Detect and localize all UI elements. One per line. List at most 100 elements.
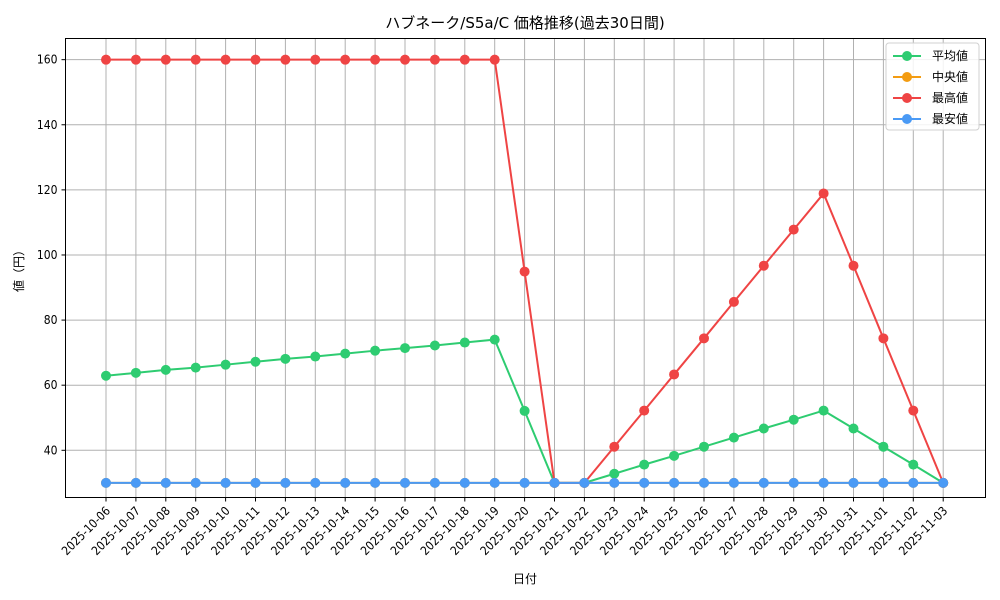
data-point [908, 405, 919, 416]
data-point [878, 333, 889, 344]
data-point [370, 54, 381, 65]
data-point [250, 477, 261, 488]
data-point [429, 54, 440, 65]
data-point [788, 414, 799, 425]
y-tick-label: 60 [44, 378, 58, 392]
data-point [878, 441, 889, 452]
data-point [669, 450, 680, 461]
data-point [699, 441, 709, 452]
data-point [220, 54, 231, 65]
data-point [579, 477, 590, 488]
data-point [190, 54, 201, 65]
data-point [699, 477, 709, 488]
data-point [848, 423, 859, 434]
data-point [758, 260, 769, 271]
data-point [190, 362, 201, 373]
series-最安値 [101, 477, 949, 488]
data-point [340, 348, 351, 359]
data-point [728, 432, 739, 443]
data-point [639, 405, 650, 416]
data-point [908, 459, 919, 470]
legend-item: 最安値 [893, 111, 968, 126]
data-point [130, 54, 141, 65]
data-point [101, 54, 111, 65]
data-point [639, 459, 650, 470]
y-axis-ticks: 40 60 80 100 120 140 160 [37, 53, 66, 457]
data-point [459, 477, 470, 488]
legend-label: 中央値 [932, 69, 968, 84]
plot-area-border [65, 38, 986, 498]
y-tick-label: 80 [44, 313, 58, 327]
data-point [938, 477, 949, 488]
data-point [160, 477, 171, 488]
legend-item: 平均値 [893, 48, 968, 63]
legend-label: 最高値 [932, 90, 968, 105]
legend-marker-icon [902, 72, 912, 82]
legend-label: 最安値 [932, 111, 968, 126]
legend-item: 中央値 [893, 69, 968, 84]
legend-marker-icon [902, 114, 912, 124]
data-point [728, 296, 739, 307]
x-axis-ticks: 2025-10-062025-10-072025-10-082025-10-09… [59, 497, 950, 558]
data-point [549, 477, 560, 488]
data-point [788, 477, 799, 488]
data-point [400, 54, 410, 65]
series-平均値 [101, 334, 949, 488]
legend-label: 平均値 [932, 48, 968, 63]
data-point [220, 359, 231, 370]
y-tick-label: 40 [44, 443, 58, 457]
y-tick-label: 100 [37, 248, 58, 262]
data-point [818, 477, 829, 488]
data-point [429, 477, 440, 488]
data-point [818, 405, 829, 416]
y-tick-label: 120 [37, 183, 58, 197]
y-tick-label: 160 [37, 53, 58, 67]
data-point [758, 477, 769, 488]
data-point [160, 364, 171, 375]
data-point [220, 477, 231, 488]
data-point [310, 351, 321, 362]
data-point [160, 54, 171, 65]
data-point [609, 477, 620, 488]
data-point [370, 345, 381, 356]
data-point [609, 441, 620, 452]
data-point [639, 477, 650, 488]
data-point [250, 356, 261, 367]
data-point [459, 337, 470, 348]
data-point [400, 343, 410, 354]
data-point [310, 54, 321, 65]
legend-item: 最高値 [893, 90, 968, 105]
data-point [878, 477, 889, 488]
data-point [310, 477, 321, 488]
data-point [280, 353, 291, 364]
data-point [519, 405, 530, 416]
data-point [370, 477, 381, 488]
data-point [758, 423, 769, 434]
chart-title: ハブネーク/S5a/C 価格推移(過去30日間) [385, 14, 664, 32]
legend-marker-icon [902, 51, 912, 61]
data-point [400, 477, 410, 488]
series-lines [101, 54, 949, 488]
y-axis-label: 値（円） [11, 244, 26, 292]
data-point [489, 54, 500, 65]
data-point [101, 477, 111, 488]
y-tick-label: 140 [37, 118, 58, 132]
data-point [788, 224, 799, 235]
data-point [489, 477, 500, 488]
data-point [908, 477, 919, 488]
data-point [429, 340, 440, 351]
data-point [848, 260, 859, 271]
data-point [728, 477, 739, 488]
legend-marker-icon [902, 93, 912, 103]
data-point [130, 367, 141, 378]
data-point [669, 477, 680, 488]
data-point [669, 369, 680, 380]
series-最高値 [101, 54, 949, 488]
data-point [101, 370, 111, 381]
data-point [459, 54, 470, 65]
data-point [250, 54, 261, 65]
data-point [280, 54, 291, 65]
data-point [818, 188, 829, 199]
